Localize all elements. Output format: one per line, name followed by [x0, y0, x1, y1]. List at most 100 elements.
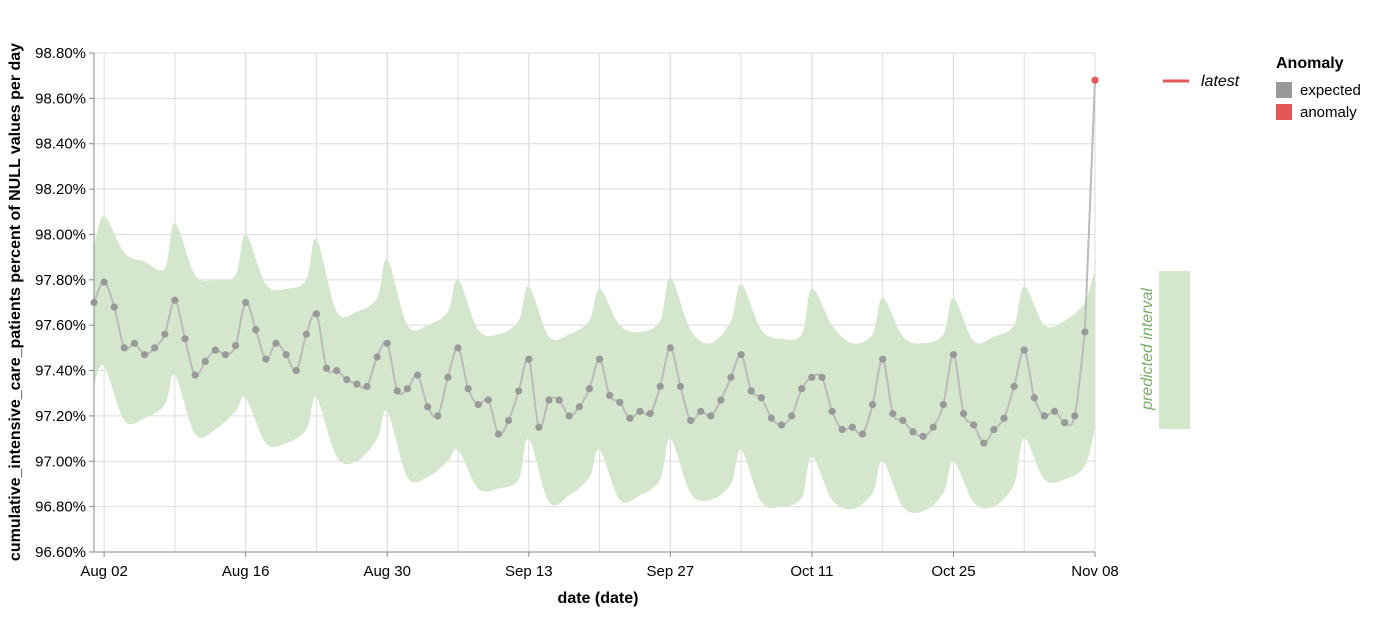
expected-point	[747, 387, 755, 395]
x-tick-label: Aug 16	[222, 563, 270, 580]
legend-latest-label: latest	[1201, 73, 1240, 90]
expected-point	[616, 398, 624, 406]
expected-point	[980, 439, 988, 447]
expected-point	[140, 351, 149, 359]
expected-point	[686, 416, 695, 425]
expected-point	[767, 414, 776, 422]
expected-point	[1050, 407, 1059, 415]
expected-point	[1030, 394, 1038, 402]
expected-point	[403, 385, 412, 393]
expected-point	[464, 385, 472, 393]
expected-point	[130, 339, 139, 347]
y-tick-label: 98.20%	[35, 181, 86, 198]
expected-point	[990, 425, 998, 434]
expected-point	[909, 428, 917, 436]
expected-point	[1071, 412, 1079, 420]
legend-anomaly-label: anomaly	[1300, 104, 1357, 121]
legend-interval-swatch	[1159, 271, 1190, 429]
expected-point	[889, 410, 897, 418]
expected-point	[606, 391, 614, 400]
y-tick-label: 98.60%	[35, 90, 86, 107]
legend-anomaly-title: Anomaly	[1276, 55, 1344, 72]
y-tick-label: 96.60%	[35, 544, 86, 561]
expected-point	[959, 410, 968, 418]
expected-point	[939, 400, 947, 409]
legend-expected-swatch	[1276, 82, 1292, 98]
expected-point	[636, 407, 644, 415]
expected-point	[949, 351, 958, 359]
expected-point	[1061, 419, 1069, 427]
expected-point	[373, 353, 381, 361]
expected-point	[798, 385, 806, 393]
y-tick-label: 97.60%	[35, 317, 86, 334]
expected-point	[181, 335, 189, 343]
expected-point	[333, 366, 341, 375]
y-tick-label: 98.80%	[35, 45, 86, 62]
expected-point	[424, 403, 432, 411]
expected-point	[788, 412, 796, 420]
legend-anomaly-swatch	[1276, 104, 1292, 120]
y-axis-title: cumulative_intensive_care_patients perce…	[7, 43, 24, 561]
expected-point	[474, 400, 482, 409]
expected-point	[282, 351, 290, 359]
expected-point	[666, 344, 674, 352]
expected-point	[545, 396, 553, 404]
expected-point	[727, 373, 735, 381]
expected-point	[515, 387, 523, 395]
expected-point	[363, 382, 371, 391]
expected-point	[434, 412, 442, 420]
y-tick-label: 97.20%	[35, 408, 86, 425]
anomaly-series-line	[1083, 80, 1096, 333]
x-tick-label: Aug 02	[80, 563, 128, 580]
expected-point	[899, 416, 907, 425]
expected-point	[929, 423, 937, 431]
legend-latest: latest	[1163, 73, 1240, 90]
expected-point	[262, 355, 270, 363]
expected-point	[595, 355, 604, 363]
expected-point	[454, 344, 462, 352]
expected-point	[525, 355, 533, 363]
axes: 96.60% 96.80% 97.00% 97.20% 97.40% 97.60% 97.8…	[35, 45, 1119, 580]
expected-point	[312, 310, 321, 318]
legend-anomaly: Anomaly expected anomaly	[1276, 55, 1361, 121]
expected-point	[858, 430, 867, 438]
expected-point	[494, 430, 503, 438]
expected-point	[717, 396, 725, 404]
y-tick-label: 97.40%	[35, 363, 86, 380]
expected-point	[848, 423, 856, 431]
y-tick-label: 97.80%	[35, 272, 86, 289]
expected-point	[1010, 382, 1018, 391]
expected-point	[120, 344, 128, 352]
expected-point	[231, 341, 240, 350]
expected-point	[393, 387, 401, 395]
x-axis-title: date (date)	[558, 590, 639, 607]
expected-point	[100, 278, 108, 286]
y-tick-label: 98.40%	[35, 136, 86, 153]
expected-point	[1081, 328, 1089, 336]
x-tick-label: Oct 11	[790, 563, 833, 580]
expected-point	[970, 421, 978, 429]
expected-point	[221, 351, 230, 359]
x-tick-label: Sep 13	[505, 563, 553, 580]
expected-point	[697, 407, 705, 415]
expected-point	[413, 371, 422, 379]
expected-point	[838, 425, 846, 434]
legend-expected-label: expected	[1300, 82, 1361, 99]
expected-point	[919, 432, 927, 440]
expected-point	[646, 410, 654, 418]
x-tick-label: Aug 30	[363, 563, 411, 580]
expected-point	[737, 351, 745, 359]
expected-point	[555, 396, 563, 404]
expected-point	[818, 373, 826, 381]
expected-point	[484, 396, 492, 404]
y-tick-label: 98.00%	[35, 226, 86, 243]
expected-point	[383, 339, 391, 347]
expected-point	[1020, 346, 1028, 354]
expected-point	[626, 414, 634, 422]
x-tick-label: Nov 08	[1071, 563, 1119, 580]
expected-point	[322, 364, 331, 372]
expected-point	[868, 400, 877, 409]
expected-point	[828, 407, 836, 415]
expected-point	[151, 344, 159, 352]
expected-point	[343, 376, 351, 384]
